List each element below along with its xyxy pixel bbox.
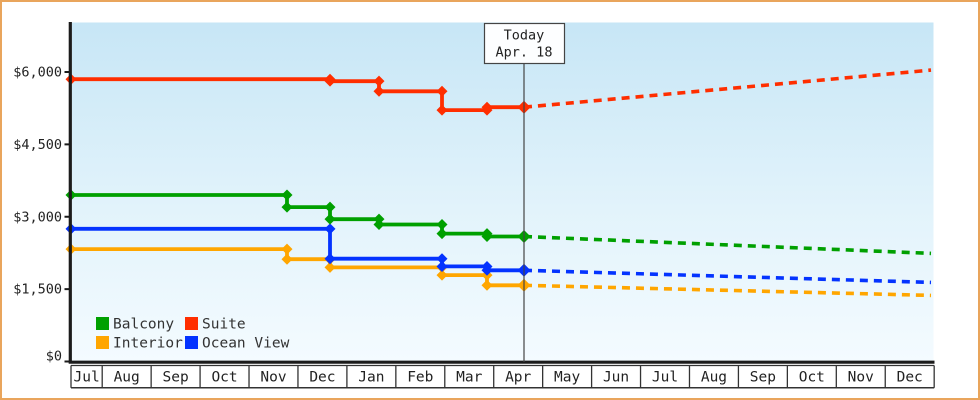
data-point-interior-8 xyxy=(481,279,493,291)
data-point-suite-5 xyxy=(436,85,448,97)
forecast-line-interior xyxy=(523,283,932,298)
legend-label-balcony: Balcony xyxy=(113,317,174,333)
data-point-balcony-10 xyxy=(481,231,493,243)
month-label-0: Jul xyxy=(73,370,99,386)
data-point-interior-4 xyxy=(324,261,336,273)
y-axis: $6,000 $4,500 $3,000 $1,500 $0 xyxy=(13,65,70,365)
month-label-9: Apr xyxy=(505,370,531,386)
data-point-ocean-view-2 xyxy=(324,253,336,265)
data-point-suite-8 xyxy=(481,101,493,113)
month-label-3: Oct xyxy=(211,370,237,386)
month-label-12: Jul xyxy=(652,370,678,386)
data-point-ocean-view-6 xyxy=(481,264,493,276)
month-label-17: Dec xyxy=(897,370,923,386)
month-label-14: Sep xyxy=(750,370,776,386)
today-box xyxy=(483,22,566,65)
legend-label-suite: Suite xyxy=(202,317,246,333)
month-label-11: Jun xyxy=(603,370,629,386)
data-point-suite-6 xyxy=(436,104,448,116)
legend-label-interior: Interior xyxy=(113,336,183,352)
data-point-ocean-view-1 xyxy=(324,223,336,235)
data-point-balcony-6 xyxy=(373,218,385,230)
y-tick-label-3: $1,500 xyxy=(13,282,62,298)
y-tick-label-1: $4,500 xyxy=(13,137,62,153)
today-box-line1: Today xyxy=(504,28,545,44)
month-label-2: Sep xyxy=(163,370,189,386)
data-point-suite-4 xyxy=(373,85,385,97)
data-point-balcony-2 xyxy=(281,201,293,213)
y-tick-label-2: $3,000 xyxy=(13,209,62,225)
data-point-interior-6 xyxy=(436,269,448,281)
month-label-15: Oct xyxy=(799,370,825,386)
month-label-4: Nov xyxy=(260,370,286,386)
data-point-interior-1 xyxy=(281,243,293,255)
data-point-balcony-4 xyxy=(324,213,336,225)
month-label-7: Feb xyxy=(407,370,433,386)
today-annotation: Today Apr. 18 xyxy=(483,22,566,362)
legend-swatch-suite xyxy=(185,317,198,330)
month-label-16: Nov xyxy=(848,370,874,386)
data-point-suite-2 xyxy=(324,75,336,87)
month-label-10: May xyxy=(554,370,580,386)
data-point-ocean-view-4 xyxy=(436,260,448,272)
month-label-8: Mar xyxy=(456,370,482,386)
data-point-balcony-8 xyxy=(436,228,448,240)
month-label-6: Jan xyxy=(358,370,384,386)
legend-swatch-ocean-view xyxy=(185,336,198,349)
y-tick-label-4: $0 xyxy=(46,349,62,365)
series-lines xyxy=(65,68,932,298)
legend-swatch-balcony xyxy=(96,317,109,330)
month-label-1: Aug xyxy=(114,370,140,386)
legend-label-ocean-view: Ocean View xyxy=(202,336,290,352)
forecast-line-ocean-view xyxy=(523,268,932,285)
data-point-balcony-3 xyxy=(324,201,336,213)
x-axis-month-row: Jul Aug Sep Oct Nov Dec Jan Feb Mar Apr May Jun Jul A… xyxy=(70,364,935,389)
data-point-balcony-7 xyxy=(436,218,448,230)
data-point-balcony-1 xyxy=(281,189,293,201)
data-point-ocean-view-3 xyxy=(436,253,448,265)
y-tick-label-0: $6,000 xyxy=(13,65,62,81)
legend-swatch-interior xyxy=(96,336,109,349)
today-box-line2: Apr. 18 xyxy=(496,45,553,61)
month-label-5: Dec xyxy=(309,370,335,386)
legend: Balcony Suite Interior Ocean View xyxy=(96,317,290,352)
forecast-line-suite xyxy=(523,68,932,109)
data-point-suite-3 xyxy=(373,75,385,87)
plot-area-background xyxy=(72,22,934,362)
forecast-line-balcony xyxy=(523,234,932,256)
month-label-13: Aug xyxy=(701,370,727,386)
